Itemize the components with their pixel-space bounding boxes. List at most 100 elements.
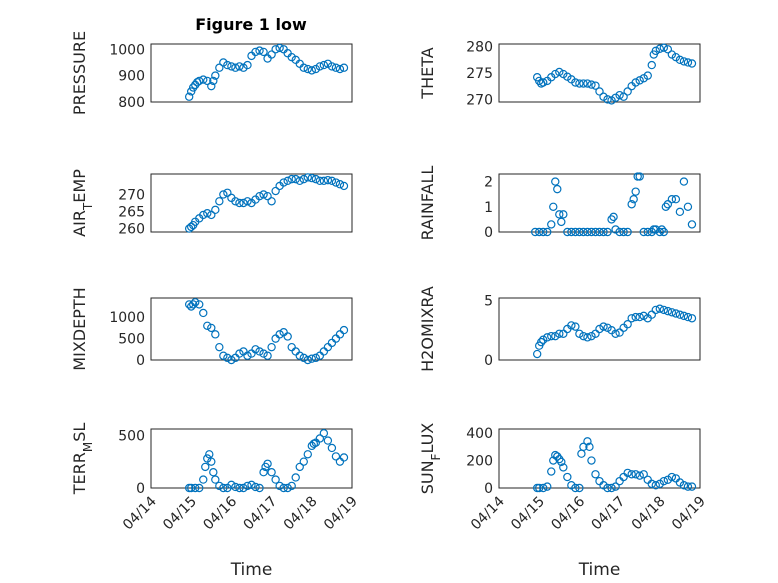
data-point [549,202,558,211]
data-point [251,345,260,354]
y-tick-label: 0 [136,353,145,369]
data-point [631,470,640,479]
axes-frame [150,297,353,361]
data-point [687,59,697,68]
subplot-7: 04/14 04/15 04/16 04/17 04/18 04/19 0 200 400 SUN… [418,423,709,580]
data-point [679,481,689,490]
data-point [627,200,636,209]
data-point [687,314,697,323]
data-point [575,79,584,88]
x-tick-label: 04/15 [160,494,200,534]
y-tick-label: 500 [118,332,145,348]
data-point [543,227,552,237]
y-tick-label: 270 [118,187,145,203]
data-point [267,467,276,477]
subplot-4: 0 500 1000 MIXDEPTH [70,287,353,371]
data-point [199,308,208,318]
data-point [659,476,669,486]
data-point [579,79,588,88]
data-point [291,174,300,184]
data-point [231,63,240,72]
data-point [267,50,276,59]
data-point [667,472,677,482]
data-point [667,308,677,317]
y-axis-label: MIXDEPTH [70,287,89,370]
data-point [327,443,337,453]
data-point [603,227,612,237]
data-point [184,92,194,101]
data-point [283,176,292,186]
data-point [559,210,568,219]
data-point [186,483,196,493]
data-point [339,325,349,335]
data-point [203,209,212,218]
data-point [299,353,308,363]
data-point [571,322,580,331]
data-point [243,481,252,491]
data-point [547,331,556,341]
data-point [607,215,616,224]
data-point [331,63,341,72]
data-point [659,305,669,315]
axes-frame [498,428,701,489]
x-tick-label: 04/14 [468,493,508,533]
data-point [651,305,660,315]
data-point [667,195,677,204]
data-point [215,481,224,491]
data-point [555,210,564,219]
data-point [211,71,220,80]
data-point [331,178,341,187]
data-point [223,353,232,363]
data-point [599,227,608,237]
data-point [635,471,644,480]
axes-frame [498,173,701,233]
data-point [679,57,689,66]
data-point [219,190,228,199]
data-point [585,442,594,452]
data-point [263,351,272,360]
data-point [679,311,689,321]
data-point [251,47,260,57]
data-point [283,483,292,493]
data-point [647,60,656,70]
data-point [207,323,216,333]
data-point [547,220,556,229]
data-point [535,76,544,86]
data-point [303,450,312,459]
data-point [623,320,632,329]
data-point [635,312,644,322]
data-point [655,44,665,53]
data-point [619,92,628,101]
y-tick-label: 0 [484,225,493,241]
data-point [235,349,244,358]
data-point [327,176,337,186]
data-point [235,198,244,208]
data-point [591,81,600,90]
x-tick-label: 04/18 [281,494,321,534]
data-point [557,457,566,467]
data-point [275,43,284,53]
data-point [657,225,667,234]
data-point [251,482,260,492]
data-point [579,227,588,237]
data-point [209,467,218,477]
data-point [319,60,329,70]
data-point [303,64,312,74]
data-point [319,176,329,186]
data-point [205,450,214,459]
y-tick-label: 0 [136,481,145,497]
data-point [675,55,685,65]
data-point [530,227,540,237]
data-point [623,468,632,478]
data-point [539,227,548,237]
data-point [547,467,556,476]
y-tick-label: 0 [484,481,493,497]
data-point [287,174,296,184]
data-point [243,60,252,70]
data-point [563,227,572,237]
data-point [263,459,272,468]
data-point [339,453,349,462]
data-point [655,304,665,313]
data-point [191,483,200,493]
